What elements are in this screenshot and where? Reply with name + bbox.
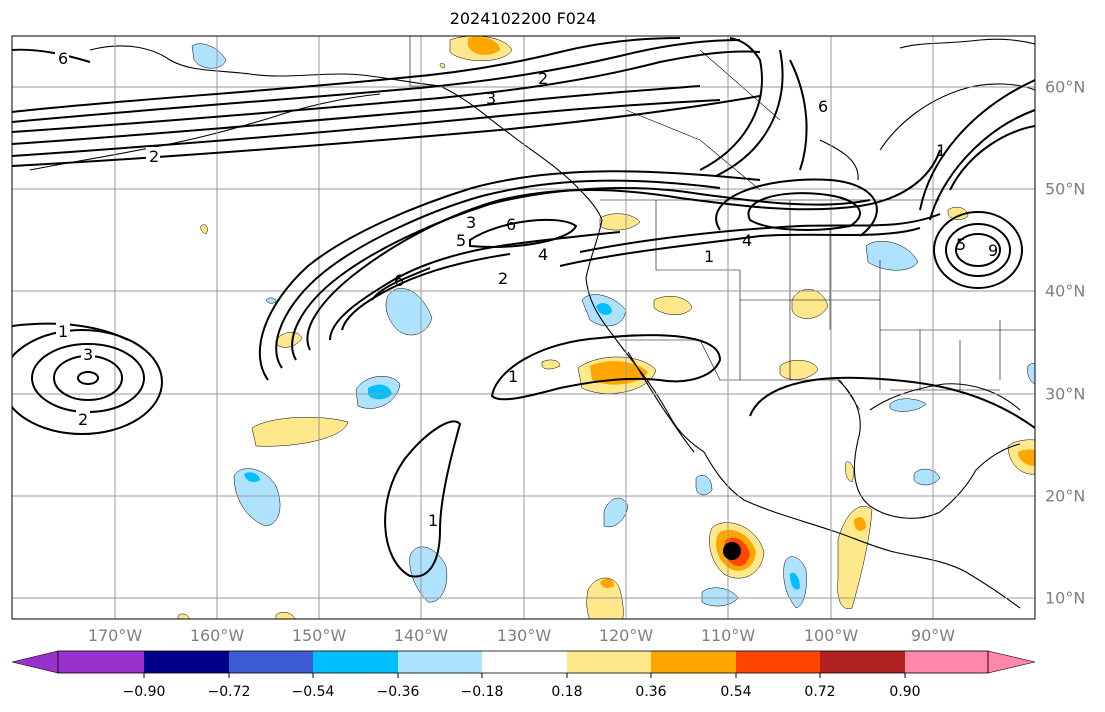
colorbar-tick-label: −0.36: [376, 684, 420, 700]
colorbar-tick-label: 0.18: [551, 684, 583, 700]
contour-label: 6: [58, 49, 68, 68]
contour-labels: 6 2 3 2 6 3 5 6 4 2 1 6 1 3 2 1 1 4 1 9 …: [55, 49, 998, 530]
longitude-label: 90°W: [910, 626, 956, 645]
colorbar-tick-label: 0.90: [889, 684, 921, 700]
contour-label: 1: [58, 322, 68, 341]
latitude-label: 30°N: [1045, 384, 1086, 404]
contour-label: 9: [988, 241, 998, 260]
longitude-label: 100°W: [803, 626, 859, 645]
contour-label: 6: [506, 215, 516, 234]
colorbar-tick-label: −0.72: [207, 684, 251, 700]
contour-label: 3: [83, 345, 93, 364]
contour-label: 2: [498, 269, 508, 288]
longitude-label: 110°W: [700, 626, 756, 645]
contour-label: 6: [818, 97, 828, 116]
contour-label: 2: [149, 147, 159, 166]
contour-label: 6: [394, 271, 404, 290]
contour-label: 4: [742, 231, 752, 250]
contour-label: 2: [538, 69, 548, 88]
latitude-label: 10°N: [1045, 588, 1086, 608]
longitude-label: 140°W: [393, 626, 449, 645]
coastlines: [29, 38, 1035, 609]
latitude-label: 50°N: [1045, 179, 1086, 199]
contour-label: 4: [538, 245, 548, 264]
longitude-label: 130°W: [496, 626, 552, 645]
graticule: [12, 36, 1035, 619]
latitude-label: 60°N: [1045, 77, 1086, 97]
colorbar-tick-label: 0.54: [720, 684, 752, 700]
contour-label: 1: [508, 367, 518, 386]
contour-label: 5: [956, 235, 966, 254]
map-frame: [11, 35, 1036, 620]
longitude-label: 120°W: [598, 626, 654, 645]
contour-label: 1: [704, 247, 714, 266]
contour-label: 1: [936, 141, 946, 160]
contour-label: 3: [466, 213, 476, 232]
colorbar-high-extension: [987, 650, 1036, 674]
colorbar-tick-label: 0.36: [635, 684, 667, 700]
contour-label: 2: [78, 410, 88, 429]
contour-label: 5: [456, 231, 466, 250]
longitude-label: 160°W: [189, 626, 245, 645]
latitude-label: 40°N: [1045, 281, 1086, 301]
storm-center-marker: [723, 542, 741, 560]
colorbar: [11, 650, 1036, 678]
colorbar-tick-label: −0.18: [460, 684, 504, 700]
latitude-label: 20°N: [1045, 486, 1086, 506]
colorbar-low-extension: [11, 650, 59, 674]
contour-label: 1: [428, 511, 438, 530]
contours: [12, 37, 1035, 578]
colorbar-tick-label: −0.90: [122, 684, 166, 700]
longitude-label: 170°W: [87, 626, 143, 645]
map-title: 2024102200 F024: [449, 9, 597, 28]
contour-label: 3: [486, 89, 496, 108]
map-area: 6 2 3 2 6 3 5 6 4 2 1 6 1 3 2 1 1 4 1 9 …: [12, 36, 1035, 619]
colorbar-tick-label: −0.54: [291, 684, 335, 700]
longitude-label: 150°W: [291, 626, 347, 645]
colorbar-tick-label: 0.72: [804, 684, 836, 700]
